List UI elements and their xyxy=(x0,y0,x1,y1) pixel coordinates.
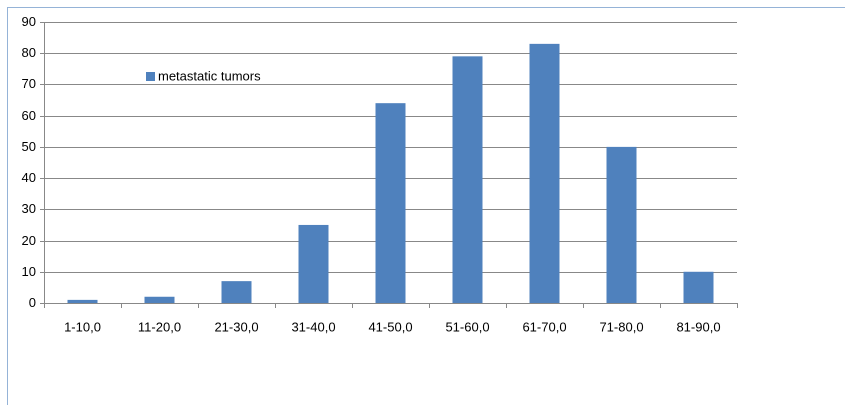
x-tick-label: 61-70,0 xyxy=(522,319,566,334)
x-tick-label: 1-10,0 xyxy=(64,319,101,334)
bar xyxy=(452,56,483,303)
bar xyxy=(375,103,406,303)
bar xyxy=(221,281,252,303)
x-tick-label: 21-30,0 xyxy=(214,319,258,334)
legend-label: metastatic tumors xyxy=(158,68,261,83)
y-tick-label: 30 xyxy=(22,201,36,216)
y-tick-label: 40 xyxy=(22,170,36,185)
bar xyxy=(606,146,637,303)
x-tick-label: 41-50,0 xyxy=(368,319,412,334)
y-tick-label: 20 xyxy=(22,233,36,248)
x-tick-label: 31-40,0 xyxy=(291,319,335,334)
y-tick-label: 50 xyxy=(22,139,36,154)
y-tick-label: 70 xyxy=(22,76,36,91)
x-tick-label: 81-90,0 xyxy=(676,319,720,334)
y-tick-label: 90 xyxy=(22,14,36,29)
bar xyxy=(529,43,560,303)
bar xyxy=(67,299,98,303)
bar xyxy=(144,296,175,303)
y-tick-label: 10 xyxy=(22,264,36,279)
x-tick-label: 11-20,0 xyxy=(138,319,181,334)
bar xyxy=(298,224,329,303)
legend-swatch xyxy=(146,72,155,81)
y-tick-label: 60 xyxy=(22,108,36,123)
y-tick-label: 0 xyxy=(29,295,36,310)
x-tick-label: 71-80,0 xyxy=(599,319,643,334)
bar xyxy=(683,271,714,303)
y-tick-label: 80 xyxy=(22,45,36,60)
x-tick-label: 51-60,0 xyxy=(445,319,489,334)
